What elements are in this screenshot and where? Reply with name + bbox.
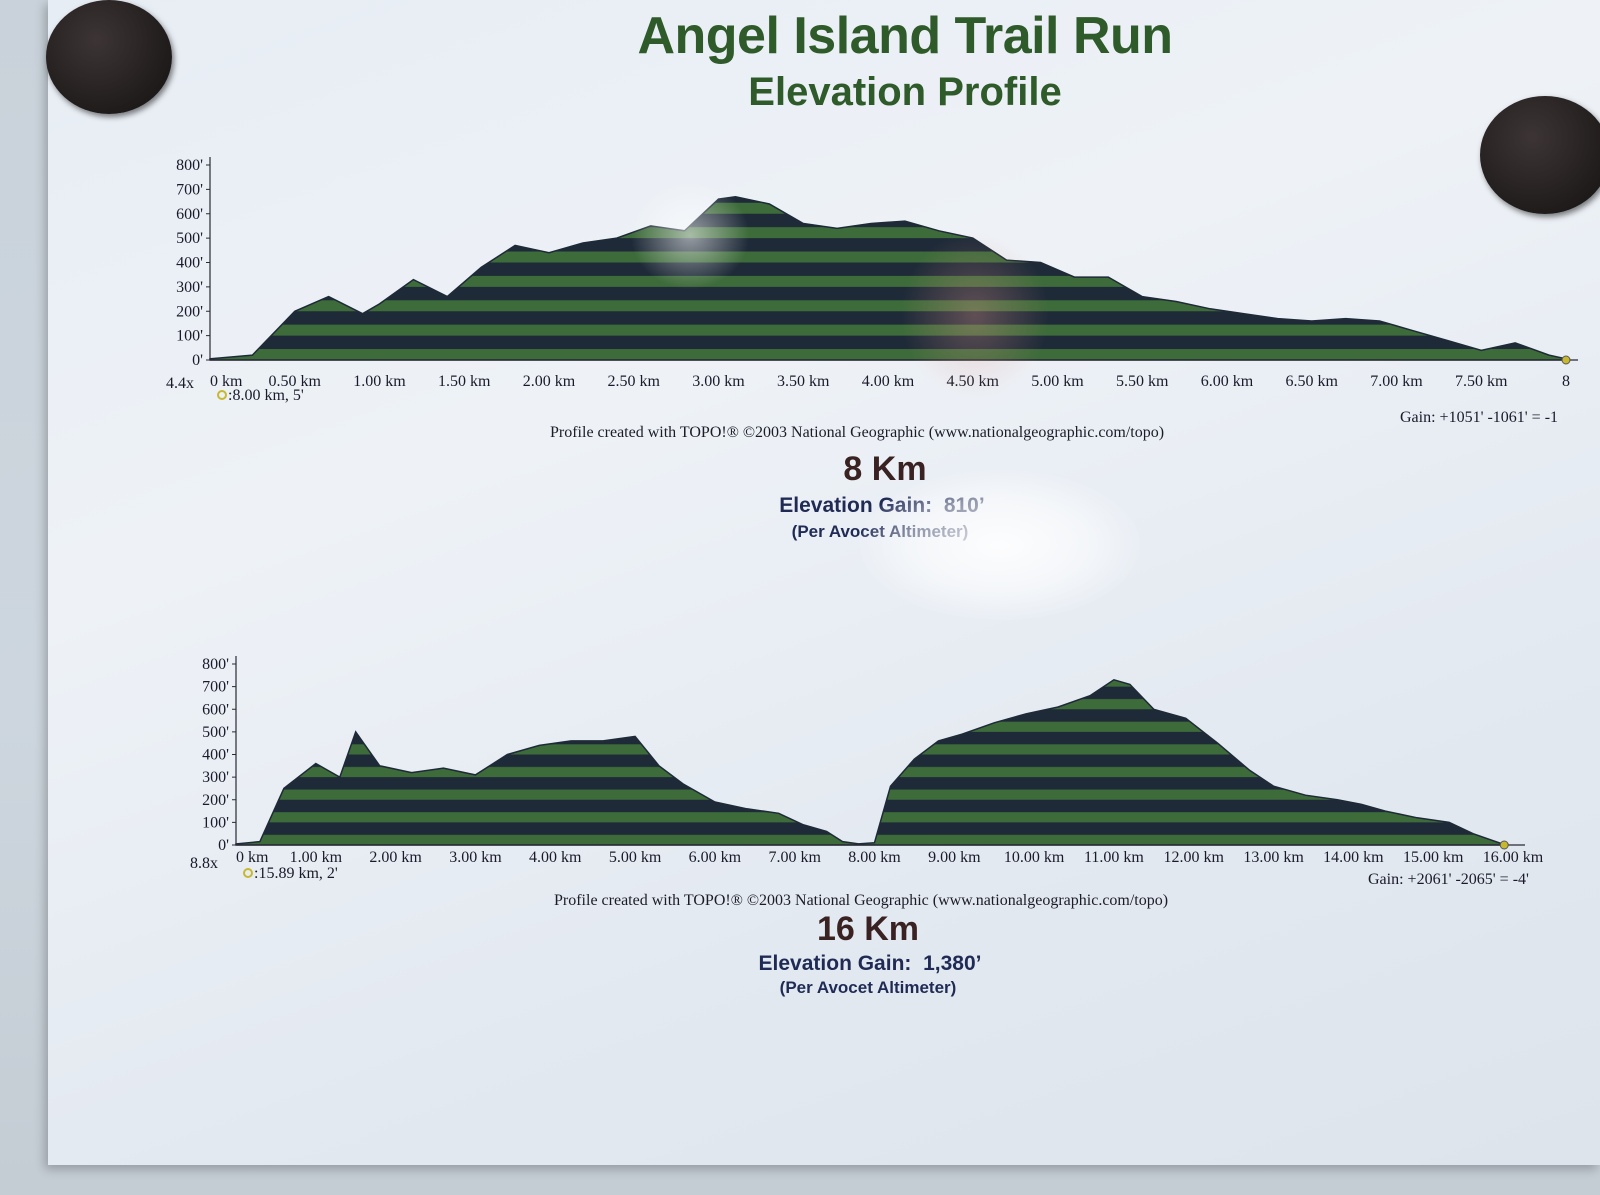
elevation-gain-value: 810’ (943, 494, 985, 517)
elevation-gain-label: Elevation Gain: (779, 494, 933, 517)
elevation-area (235, 678, 1506, 846)
y-tick-label: 800' (176, 157, 203, 174)
end-marker (1561, 355, 1571, 365)
distance-label: 16 Km (816, 910, 920, 948)
x-tick-label: 8 (1562, 373, 1570, 390)
chart-credit: Profile created with TOPO!® ©2003 Nation… (554, 892, 1169, 909)
y-tick-label: 500' (202, 724, 229, 741)
gain-summary: Gain: +1051' -1061' = -1 (1400, 409, 1558, 426)
x-tick-label: 7.00 km (1370, 373, 1423, 390)
elevation-gain-label: Elevation Gain: (758, 952, 912, 975)
x-tick-label: 6.50 km (1286, 373, 1339, 390)
x-tick-label: 8.00 km (848, 849, 901, 866)
elevation-chart-16km: 800' 700' 600' 500' 400' 300' 200' 100' 0' 0 km 1.… (190, 656, 1544, 888)
y-tick-label: 400' (176, 255, 203, 272)
poster-title: Angel Island Trail Run (637, 7, 1173, 65)
x-tick-label: 5.50 km (1116, 373, 1169, 390)
x-tick-label: 6.00 km (689, 849, 742, 866)
marker-icon (243, 868, 253, 878)
poster-sheet (48, 0, 1600, 1165)
y-tick-label: 400' (202, 747, 229, 764)
end-marker (1499, 840, 1509, 850)
y-tick-label: 700' (202, 679, 229, 696)
scale-label: 8.8x (190, 855, 218, 872)
x-tick-label: 2.00 km (369, 849, 422, 866)
elevation-gain: Elevation Gain: 810’ (632, 494, 1132, 518)
marker-icon (217, 390, 227, 400)
x-tick-label: 1.00 km (290, 849, 343, 866)
x-tick-label: 7.00 km (768, 849, 821, 866)
x-tick-label: 15.00 km (1403, 849, 1464, 866)
x-tick-label: 11.00 km (1084, 849, 1144, 866)
x-tick-label: 9.00 km (928, 849, 981, 866)
scale-label: 4.4x (166, 375, 194, 392)
x-tick-label: 4.00 km (862, 373, 915, 390)
x-tick-label: 1.00 km (353, 373, 406, 390)
magnet-icon (1480, 96, 1600, 214)
altimeter-note: (Per Avocet Altimeter) (779, 978, 957, 997)
altimeter-note: (Per Avocet Altimeter) (791, 522, 969, 541)
x-tick-label: 4.00 km (529, 849, 582, 866)
x-tick-label: 0.50 km (269, 373, 322, 390)
y-tick-label: 100' (176, 328, 203, 345)
x-tick-label: 2.00 km (523, 373, 576, 390)
x-tick-label: 12.00 km (1164, 849, 1225, 866)
y-tick-label: 200' (202, 792, 229, 809)
elevation-area (209, 195, 1567, 361)
elevation-gain-value: 1,380’ (923, 952, 982, 975)
chart-credit: Profile created with TOPO!® ©2003 Nation… (550, 424, 1165, 441)
y-tick-label: 100' (202, 814, 229, 831)
x-tick-label: 16.00 km (1483, 849, 1544, 866)
x-tick-label: 3.00 km (692, 373, 745, 390)
x-tick-label: 0 km (210, 373, 243, 390)
elevation-chart-8km: 800' 700' 600' 500' 400' 300' 200' 100' 0' 0 km 0.… (166, 157, 1578, 426)
x-tick-label: 3.00 km (449, 849, 502, 866)
x-tick-label: 3.50 km (777, 373, 830, 390)
y-tick-label: 800' (202, 656, 229, 673)
x-tick-label: 13.00 km (1243, 849, 1304, 866)
x-tick-label: 6.00 km (1201, 373, 1254, 390)
x-tick-label: 10.00 km (1004, 849, 1065, 866)
x-tick-label: 5.00 km (609, 849, 662, 866)
y-tick-label: 0' (218, 837, 229, 854)
x-tick-label: 14.00 km (1323, 849, 1384, 866)
gain-summary: Gain: +2061' -2065' = -4' (1368, 871, 1529, 888)
poster-subtitle: Elevation Profile (748, 70, 1062, 114)
elevation-gain: Elevation Gain: 1,380’ (620, 952, 1120, 976)
y-tick-label: 0' (192, 352, 203, 369)
y-tick-label: 300' (176, 279, 203, 296)
x-tick-label: 7.50 km (1455, 373, 1508, 390)
marker-readout: :8.00 km, 5' (228, 387, 304, 404)
marker-readout: :15.89 km, 2' (254, 865, 338, 882)
y-tick-label: 200' (176, 303, 203, 320)
y-tick-label: 600' (176, 206, 203, 223)
y-tick-label: 600' (202, 701, 229, 718)
distance-label: 8 Km (843, 450, 927, 488)
y-tick-label: 700' (176, 181, 203, 198)
magnet-icon (46, 0, 172, 114)
x-tick-label: 2.50 km (608, 373, 661, 390)
y-tick-label: 500' (176, 230, 203, 247)
x-tick-label: 4.50 km (947, 373, 1000, 390)
y-tick-label: 300' (202, 769, 229, 786)
x-tick-label: 1.50 km (438, 373, 491, 390)
x-tick-label: 0 km (236, 849, 269, 866)
x-tick-label: 5.00 km (1031, 373, 1084, 390)
